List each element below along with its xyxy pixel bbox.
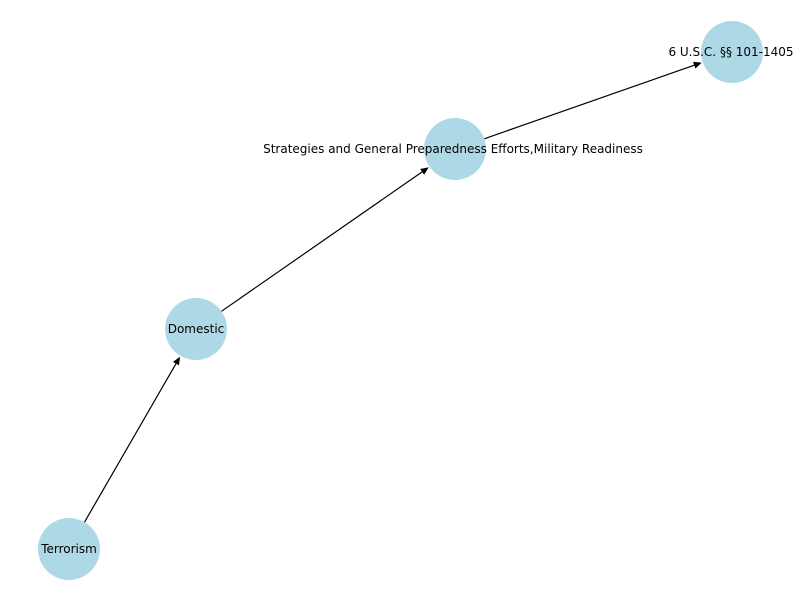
node-terrorism [38,518,100,580]
edge-strategies-to-usc [484,64,695,140]
edges-layer [83,61,702,523]
node-label-terrorism: Terrorism [40,542,97,556]
nodes-layer [38,21,763,580]
arrow-head-strategies-to-usc [693,61,702,69]
edge-domestic-to-strategies [221,171,423,312]
arrow-head-domestic-to-strategies [420,167,429,175]
node-domestic [165,298,227,360]
node-usc [701,21,763,83]
node-label-domestic: Domestic [168,322,225,336]
node-label-usc: 6 U.S.C. §§ 101-1405 [668,45,793,59]
labels-layer: Terrorism Domestic Strategies and Genera… [40,45,793,556]
edge-terrorism-to-domestic [83,363,177,523]
node-label-strategies: Strategies and General Preparedness Effo… [263,142,643,156]
node-strategies [424,118,486,180]
arrow-head-terrorism-to-domestic [172,356,181,366]
